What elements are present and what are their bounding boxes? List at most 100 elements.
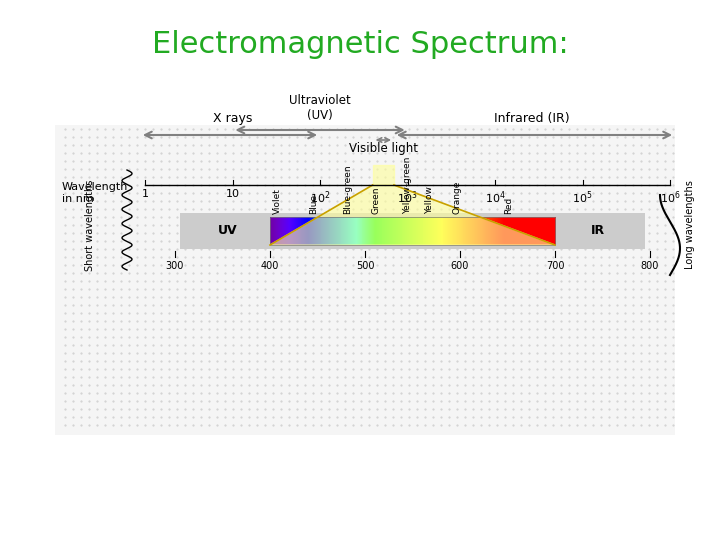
Bar [306, 217, 307, 245]
Bar [389, 217, 390, 245]
Text: $10^{5}$: $10^{5}$ [572, 189, 593, 206]
Bar [462, 217, 464, 245]
Bar [435, 217, 436, 245]
Bar [505, 217, 506, 245]
Bar [302, 217, 303, 245]
Bar [387, 217, 388, 245]
Bar [270, 217, 555, 245]
Bar [449, 217, 450, 245]
Bar [335, 217, 336, 245]
Bar [417, 217, 418, 245]
Bar [479, 217, 480, 245]
Bar [533, 217, 534, 245]
Bar [352, 217, 353, 245]
Bar [554, 217, 555, 245]
Bar [382, 217, 384, 245]
Bar [334, 217, 335, 245]
Text: 800: 800 [641, 261, 660, 271]
Bar [518, 217, 519, 245]
Bar [423, 217, 424, 245]
Bar [411, 217, 412, 245]
Bar [418, 217, 419, 245]
Bar [273, 217, 274, 245]
Bar [495, 217, 496, 245]
Bar [434, 217, 435, 245]
Bar [540, 217, 541, 245]
Bar [458, 217, 459, 245]
Bar [356, 217, 358, 245]
Bar [539, 217, 540, 245]
Bar [384, 217, 385, 245]
Bar [453, 217, 454, 245]
Bar [391, 217, 392, 245]
Bar [408, 217, 409, 245]
Bar [494, 217, 495, 245]
Bar [471, 217, 472, 245]
Bar [489, 217, 490, 245]
Bar [469, 217, 470, 245]
Bar [464, 217, 465, 245]
Bar [474, 217, 475, 245]
Bar [459, 217, 461, 245]
Bar [432, 217, 433, 245]
Bar [370, 217, 371, 245]
Text: Orange: Orange [452, 180, 461, 214]
Bar [392, 217, 393, 245]
Text: Short wavelengths: Short wavelengths [85, 179, 95, 271]
Bar [499, 217, 500, 245]
Bar [491, 217, 492, 245]
Bar [429, 217, 430, 245]
Bar [549, 217, 550, 245]
Bar [506, 217, 508, 245]
Bar [372, 217, 373, 245]
Bar [503, 217, 505, 245]
Bar [395, 217, 396, 245]
Bar [325, 217, 326, 245]
Bar [336, 217, 337, 245]
Bar [478, 217, 479, 245]
Bar [475, 217, 476, 245]
Bar [544, 217, 546, 245]
Bar [362, 217, 364, 245]
Text: $10^{4}$: $10^{4}$ [485, 189, 505, 206]
Bar [315, 217, 316, 245]
Bar [438, 217, 440, 245]
Bar [552, 217, 553, 245]
Bar [272, 217, 273, 245]
Bar [546, 217, 547, 245]
Bar [341, 217, 343, 245]
Bar [520, 217, 521, 245]
Bar [332, 217, 333, 245]
Bar [310, 217, 311, 245]
Bar [514, 217, 515, 245]
Bar [461, 217, 462, 245]
Bar [481, 217, 482, 245]
Bar [331, 217, 332, 245]
Text: 500: 500 [356, 261, 374, 271]
Bar [447, 217, 449, 245]
Bar [485, 217, 487, 245]
Bar [311, 217, 312, 245]
Bar [436, 217, 437, 245]
Bar [343, 217, 344, 245]
Bar [375, 217, 376, 245]
Bar [333, 217, 334, 245]
Bar [293, 217, 294, 245]
Bar [289, 217, 290, 245]
Text: Visible light: Visible light [348, 142, 418, 155]
Bar [294, 217, 296, 245]
Bar [502, 217, 503, 245]
Bar [350, 217, 351, 245]
Bar [270, 217, 271, 245]
Bar [321, 217, 323, 245]
Bar [396, 217, 397, 245]
Bar [480, 217, 481, 245]
Bar [402, 217, 403, 245]
Bar [292, 217, 293, 245]
Bar [426, 217, 427, 245]
Bar [524, 217, 526, 245]
Bar [482, 217, 484, 245]
Text: Electromagnetic Spectrum:: Electromagnetic Spectrum: [152, 30, 568, 59]
Text: 10: 10 [225, 189, 240, 199]
Bar [454, 217, 455, 245]
